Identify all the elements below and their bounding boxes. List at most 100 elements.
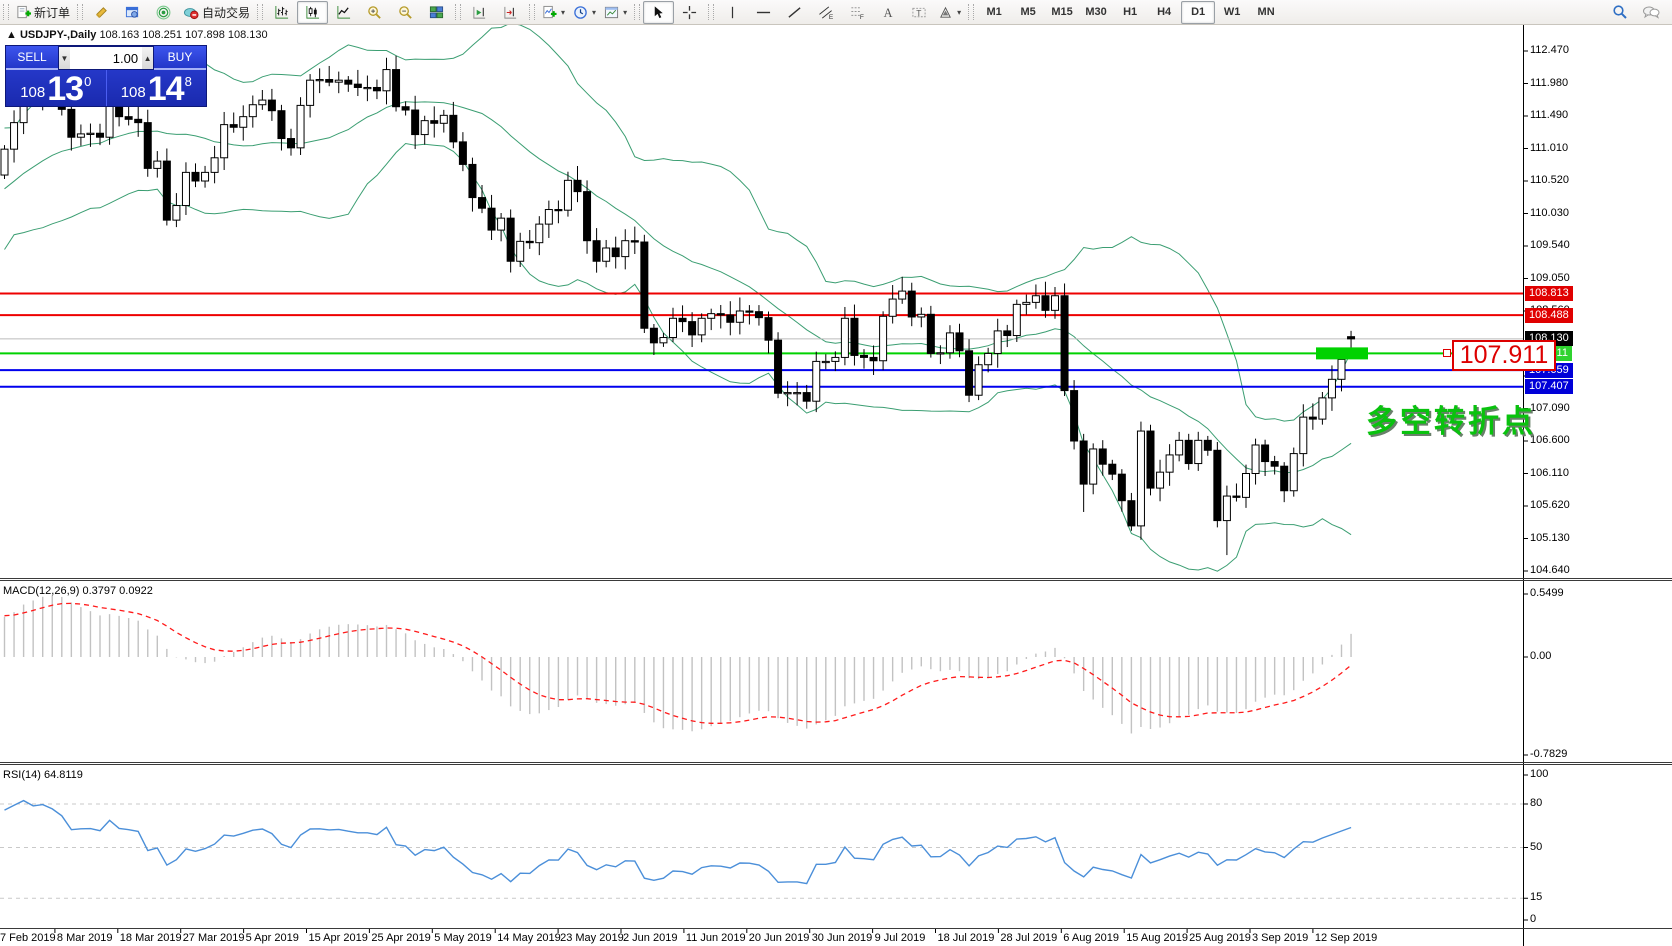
line-chart-type-button[interactable]: [328, 1, 359, 24]
search-button[interactable]: [1604, 1, 1635, 24]
price-tick-label: 111.490: [1530, 109, 1569, 121]
toolbar-grip: [708, 4, 715, 20]
date-tick-label: 27 Mar 2019: [182, 932, 245, 944]
indicators-icon: [543, 5, 557, 18]
templates-button[interactable]: ▾: [600, 1, 631, 24]
volume-stepper: ▼ ▲: [58, 46, 154, 70]
volume-increase-button[interactable]: ▲: [142, 47, 153, 69]
timeframe-m30-button[interactable]: M30: [1085, 6, 1107, 18]
tile-windows-icon: [429, 5, 444, 18]
autotrade-button[interactable]: 自动交易: [179, 1, 254, 24]
new-order-button[interactable]: 新订单: [12, 1, 74, 24]
autotrade-icon: [183, 7, 199, 19]
timeframe-h4-button[interactable]: H4: [1157, 6, 1172, 18]
date-tick-label: 28 Jul 2019: [1000, 932, 1058, 944]
sell-price-pips: 13: [47, 70, 84, 108]
timeframe-mn-button[interactable]: MN: [1257, 6, 1275, 18]
shift-chart-button[interactable]: [464, 1, 495, 24]
market-watch-button[interactable]: [117, 1, 148, 24]
text-label-icon: T: [912, 7, 926, 17]
timeframe-w1-button[interactable]: W1: [1223, 6, 1241, 18]
price-tick-label: 106.600: [1530, 434, 1570, 446]
macd-tick-label: -0.7829: [1530, 748, 1568, 760]
bar-chart-icon: [275, 5, 289, 19]
price-tick-label: 109.050: [1530, 271, 1570, 284]
svg-text:F: F: [859, 14, 863, 20]
trend-line-icon: [788, 6, 801, 18]
candle-chart-type-button[interactable]: [297, 0, 329, 24]
timeframe-h1-button[interactable]: H1: [1123, 6, 1138, 18]
signals-button[interactable]: [148, 1, 179, 24]
fibonacci-button[interactable]: F: [841, 1, 872, 24]
price-tick-label: 109.540: [1530, 239, 1570, 251]
signals-icon: [156, 5, 171, 19]
buy-price-pips: 14: [147, 70, 185, 108]
svg-text:E: E: [828, 14, 833, 20]
arrows-button[interactable]: ▾: [934, 1, 965, 24]
date-tick-label: 15 Aug 2019: [1126, 932, 1188, 944]
crosshair-icon: [683, 5, 697, 19]
templates-icon: [605, 6, 619, 18]
symbol-period: USDJPY-,Daily: [19, 29, 97, 41]
toolbar-grip: [455, 4, 462, 20]
rsi-label: RSI(14) 64.8119: [3, 769, 83, 781]
chart-title: ▲ USDJPY-,Daily 108.163 108.251 107.898 …: [6, 29, 268, 41]
buy-button[interactable]: BUY: [154, 46, 206, 70]
channel-button[interactable]: E: [810, 1, 841, 24]
price-tick-label: 105.620: [1530, 499, 1570, 511]
rsi-tick-label: 50: [1530, 840, 1543, 853]
crosshair-button[interactable]: [674, 1, 705, 24]
date-tick-label: 11 Jun 2019: [685, 932, 746, 944]
text-button[interactable]: A: [872, 1, 903, 24]
price-callout-label[interactable]: 107.911: [1452, 340, 1556, 371]
chat-button[interactable]: [1635, 1, 1666, 24]
tile-windows-button[interactable]: [421, 1, 452, 24]
horizontal-line-button[interactable]: [748, 1, 779, 24]
volume-input[interactable]: [69, 47, 143, 69]
price-tick-label: 110.520: [1530, 174, 1569, 186]
buy-price[interactable]: 108 14 8: [107, 70, 207, 106]
macd-tick-label: 0.00: [1530, 650, 1552, 662]
date-tick-label: 3 Sep 2019: [1252, 932, 1309, 944]
indicators-button[interactable]: ▾: [538, 1, 569, 24]
timeframe-m1-button[interactable]: M1: [986, 6, 1002, 18]
metaquotes-icon: [96, 6, 107, 18]
one-click-trading-panel: SELL ▼ ▲ BUY 108 13 0 108 14 8: [5, 45, 207, 107]
sell-price[interactable]: 108 13 0: [6, 70, 107, 106]
rsi-tick-label: 100: [1530, 768, 1549, 780]
autotrade-label: 自动交易: [202, 5, 251, 20]
toolbar-grip: [257, 4, 264, 20]
toolbar-grip: [3, 4, 9, 20]
toolbar-grip: [529, 4, 536, 20]
periods-button[interactable]: ▾: [569, 1, 600, 24]
timeframe-d1-button[interactable]: D1: [1181, 0, 1216, 24]
date-tick-label: 30 Jun 2019: [811, 932, 873, 944]
shift-chart-icon: [473, 6, 486, 19]
timeframe-m5-button[interactable]: M5: [1020, 6, 1036, 18]
date-tick-label: 18 Jul 2019: [937, 932, 995, 944]
bar-chart-type-button[interactable]: [266, 1, 297, 24]
dropdown-caret: ▾: [957, 7, 962, 17]
toolbar-grip: [77, 4, 84, 20]
sell-button[interactable]: SELL: [6, 46, 58, 70]
date-tick-label: 23 May 2019: [560, 932, 624, 944]
auto-scroll-button[interactable]: [495, 1, 526, 24]
collapse-icon[interactable]: ▲: [6, 29, 17, 41]
new-order-icon: [17, 5, 31, 18]
zoom-out-button[interactable]: [390, 1, 421, 24]
toolbar-grip: [968, 4, 975, 20]
zoom-in-button[interactable]: [359, 1, 390, 24]
turning-point-annotation[interactable]: 多空转折点: [1366, 404, 1536, 439]
timeframe-m15-button[interactable]: M15: [1051, 6, 1073, 18]
metaquotes-button[interactable]: [86, 1, 117, 24]
text-label-button[interactable]: T: [903, 1, 934, 24]
cursor-button[interactable]: [643, 0, 675, 24]
text-icon: A: [883, 5, 892, 19]
line-chart-icon: [337, 5, 351, 19]
volume-decrease-button[interactable]: ▼: [59, 47, 70, 69]
vertical-line-button[interactable]: [717, 1, 748, 24]
date-tick-label: 9 Jul 2019: [874, 932, 926, 944]
date-tick-label: 18 Mar 2019: [119, 932, 182, 944]
trend-line-button[interactable]: [779, 1, 810, 24]
